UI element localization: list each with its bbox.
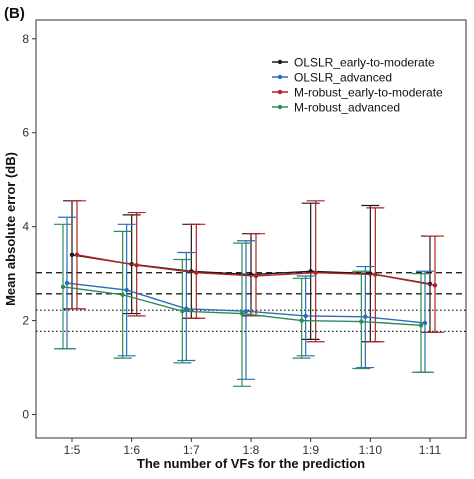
series-layer: [54, 200, 444, 387]
data-point: [432, 283, 438, 288]
data-point: [418, 323, 424, 328]
data-point: [194, 270, 199, 275]
x-axis-label: The number of VFs for the prediction: [137, 456, 365, 471]
legend-marker: [277, 89, 283, 95]
data-point: [299, 318, 304, 323]
series-OLSLR_advanced: [58, 216, 434, 380]
series-M-robust_advanced: [54, 223, 430, 387]
data-point: [74, 252, 80, 258]
data-point: [368, 271, 373, 276]
legend-marker: [277, 104, 283, 110]
data-point: [303, 313, 308, 319]
x-tick-label: 1:11: [419, 443, 442, 457]
x-tick-label: 1:10: [359, 443, 383, 457]
y-tick-label: 2: [22, 314, 29, 328]
series-M-robust_early-to-moderate: [68, 200, 444, 343]
data-point: [373, 272, 378, 277]
y-axis: 0 2 4 6 8: [22, 32, 36, 422]
panel-label: (B): [4, 5, 25, 22]
data-point: [313, 270, 318, 275]
data-point: [243, 308, 249, 314]
legend-label: OLSLR_advanced: [294, 71, 392, 85]
y-tick-label: 8: [22, 32, 29, 46]
x-tick-label: 1:5: [64, 443, 81, 457]
data-point: [120, 292, 125, 297]
x-tick-label: 1:7: [183, 443, 200, 457]
plot-frame: [35, 19, 467, 439]
legend-marker: [277, 59, 283, 65]
y-axis-label: Mean absolute error (dB): [3, 152, 18, 306]
data-point: [239, 311, 245, 316]
legend: OLSLR_early-to-moderateOLSLR_advancedM-r…: [272, 56, 443, 115]
y-tick-label: 4: [22, 220, 29, 234]
data-point: [64, 280, 70, 286]
data-point: [180, 308, 185, 314]
x-tick-label: 1:6: [123, 443, 140, 457]
data-point: [422, 320, 428, 326]
data-point: [253, 273, 259, 279]
x-axis: 1:5 1:6 1:7 1:8 1:9 1:10 1:11: [64, 438, 442, 457]
data-point: [184, 306, 189, 312]
data-point: [60, 284, 66, 289]
legend-label: M-robust_early-to-moderate: [294, 86, 443, 100]
x-tick-label: 1:8: [243, 443, 260, 457]
data-point: [134, 262, 139, 268]
data-point: [124, 287, 129, 293]
legend-label: M-robust_advanced: [294, 101, 400, 115]
legend-label: OLSLR_early-to-moderate: [294, 56, 435, 70]
y-tick-label: 0: [22, 408, 29, 422]
series-OLSLR_early-to-moderate: [63, 200, 439, 343]
legend-marker: [277, 74, 283, 80]
x-tick-label: 1:9: [302, 443, 319, 457]
data-point: [363, 314, 368, 320]
y-tick-label: 6: [22, 126, 29, 140]
data-point: [69, 252, 75, 258]
data-point: [359, 319, 364, 324]
